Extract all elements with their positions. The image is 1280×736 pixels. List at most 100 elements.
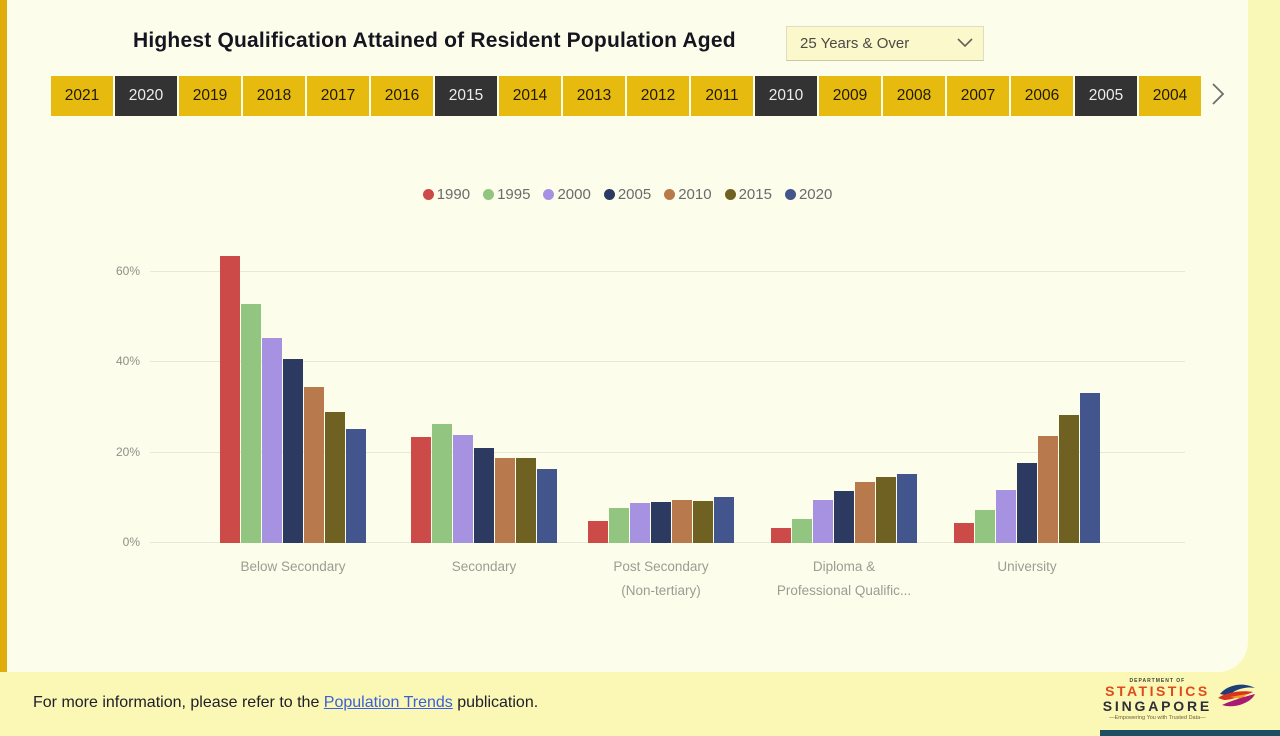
year-button-2005[interactable]: 2005 xyxy=(1075,76,1137,116)
year-button-2018[interactable]: 2018 xyxy=(243,76,305,116)
bar-2000-Post Secondary (Non-tertiary)[interactable] xyxy=(630,503,650,543)
legend-dot-icon xyxy=(724,189,736,200)
population-trends-link[interactable]: Population Trends xyxy=(323,694,453,711)
bar-1990-Secondary[interactable] xyxy=(411,436,431,543)
bar-2015-Secondary[interactable] xyxy=(516,458,536,543)
logo-statistics: STATISTICS xyxy=(1105,683,1210,699)
bar-group-University xyxy=(954,255,1100,543)
y-gridline-60% xyxy=(150,270,1185,272)
bar-2005-Post Secondary (Non-tertiary)[interactable] xyxy=(651,501,671,543)
year-button-2017[interactable]: 2017 xyxy=(307,76,369,116)
bar-2020-University[interactable] xyxy=(1080,393,1100,543)
chevron-right-icon xyxy=(1211,82,1225,111)
bar-1995-Secondary[interactable] xyxy=(432,424,452,543)
bar-1995-Below Secondary[interactable] xyxy=(241,304,261,543)
age-group-dropdown-value: 25 Years & Over xyxy=(800,35,910,52)
bar-2000-Secondary[interactable] xyxy=(453,434,473,543)
y-axis-tick-label: 0% xyxy=(122,535,140,549)
year-button-2004[interactable]: 2004 xyxy=(1139,76,1201,116)
legend-dot-icon xyxy=(483,189,495,200)
bar-2010-Diploma & Professional Qualific...[interactable] xyxy=(855,482,875,543)
chart-legend: 1990 1995 2000 2005 2010 2015 2020 xyxy=(7,186,1248,203)
bar-2010-Secondary[interactable] xyxy=(495,457,515,543)
bar-2005-Diploma & Professional Qualific...[interactable] xyxy=(834,491,854,543)
bar-2015-Diploma & Professional Qualific...[interactable] xyxy=(876,477,896,543)
bar-1995-Diploma & Professional Qualific...[interactable] xyxy=(792,518,812,543)
year-button-2021[interactable]: 2021 xyxy=(51,76,113,116)
bar-2010-University[interactable] xyxy=(1038,436,1058,543)
year-button-2020[interactable]: 2020 xyxy=(115,76,177,116)
y-axis-tick-label: 20% xyxy=(115,444,140,459)
x-axis-category-label: University xyxy=(997,559,1057,574)
legend-item-2020[interactable]: 2020 xyxy=(784,186,833,203)
y-gridline-20% xyxy=(150,451,1185,453)
bar-2005-Below Secondary[interactable] xyxy=(283,359,303,543)
bar-2000-Diploma & Professional Qualific...[interactable] xyxy=(813,500,833,543)
bar-2005-University[interactable] xyxy=(1017,463,1037,543)
bar-2015-Below Secondary[interactable] xyxy=(325,412,345,543)
year-button-2013[interactable]: 2013 xyxy=(563,76,625,116)
bar-2020-Below Secondary[interactable] xyxy=(346,428,366,543)
bar-1995-Post Secondary (Non-tertiary)[interactable] xyxy=(609,507,629,543)
bar-group-Post Secondary (Non-tertiary) xyxy=(588,255,734,543)
year-button-2011[interactable]: 2011 xyxy=(691,76,753,116)
next-years-button[interactable] xyxy=(1203,76,1233,116)
legend-item-2010[interactable]: 2010 xyxy=(664,186,712,203)
legend-item-2005[interactable]: 2005 xyxy=(603,186,651,203)
legend-dot-icon xyxy=(543,189,555,200)
y-axis-tick-label: 60% xyxy=(115,263,140,278)
dashboard-card: Highest Qualification Attained of Reside… xyxy=(7,0,1248,672)
year-button-2010[interactable]: 2010 xyxy=(755,76,817,116)
year-button-2019[interactable]: 2019 xyxy=(179,76,241,116)
legend-dot-icon xyxy=(784,189,796,200)
plot-area: 0% 20% 40% 60% Below Secondary Secondary Post … xyxy=(116,255,1185,598)
bar-1995-University[interactable] xyxy=(975,509,995,543)
x-axis-category-label: Below Secondary xyxy=(240,559,346,574)
singstat-bird-icon xyxy=(1216,681,1258,718)
year-button-2016[interactable]: 2016 xyxy=(371,76,433,116)
legend-label: 2010 xyxy=(678,186,712,203)
singstat-logo: DEPARTMENT OF STATISTICS SINGAPORE —Empo… xyxy=(1103,678,1258,721)
legend-label: 2015 xyxy=(738,186,772,203)
bar-2000-Below Secondary[interactable] xyxy=(262,337,282,543)
bar-2020-Secondary[interactable] xyxy=(537,469,557,543)
year-button-2008[interactable]: 2008 xyxy=(883,76,945,116)
bar-2020-Post Secondary (Non-tertiary)[interactable] xyxy=(714,497,734,543)
bar-1990-Post Secondary (Non-tertiary)[interactable] xyxy=(588,521,608,543)
bar-2005-Secondary[interactable] xyxy=(474,448,494,543)
footer-note: For more information, please refer to th… xyxy=(33,694,538,712)
bar-1990-Diploma & Professional Qualific...[interactable] xyxy=(771,527,791,543)
bar-1990-University[interactable] xyxy=(954,522,974,543)
bar-2020-Diploma & Professional Qualific...[interactable] xyxy=(897,473,917,543)
legend-item-1995[interactable]: 1995 xyxy=(483,186,530,203)
y-axis-tick-label: 40% xyxy=(115,354,140,369)
legend-item-2015[interactable]: 2015 xyxy=(724,186,772,203)
bar-2010-Post Secondary (Non-tertiary)[interactable] xyxy=(672,500,692,543)
legend-label: 2020 xyxy=(798,186,833,203)
bar-1990-Below Secondary[interactable] xyxy=(220,255,240,543)
year-button-2007[interactable]: 2007 xyxy=(947,76,1009,116)
year-button-2014[interactable]: 2014 xyxy=(499,76,561,116)
legend-label: 1990 xyxy=(436,186,471,203)
page-title: Highest Qualification Attained of Reside… xyxy=(133,29,736,52)
bar-group-Secondary xyxy=(411,255,557,543)
bar-2015-Post Secondary (Non-tertiary)[interactable] xyxy=(693,501,713,543)
year-button-2006[interactable]: 2006 xyxy=(1011,76,1073,116)
bar-2000-University[interactable] xyxy=(996,490,1016,543)
y-gridline-40% xyxy=(150,361,1185,363)
year-button-2012[interactable]: 2012 xyxy=(627,76,689,116)
logo-singapore: SINGAPORE xyxy=(1102,698,1212,714)
bar-2010-Below Secondary[interactable] xyxy=(304,387,324,543)
bar-2015-University[interactable] xyxy=(1059,414,1079,543)
x-axis-category-label: Secondary xyxy=(451,559,517,574)
legend-dot-icon xyxy=(422,189,434,200)
legend-item-1990[interactable]: 1990 xyxy=(422,186,471,203)
year-button-2009[interactable]: 2009 xyxy=(819,76,881,116)
year-button-2015[interactable]: 2015 xyxy=(435,76,497,116)
legend-dot-icon xyxy=(664,189,676,200)
legend-label: 2000 xyxy=(557,186,591,203)
footer-note-before: For more information, please refer to th… xyxy=(33,694,324,711)
footer: For more information, please refer to th… xyxy=(0,672,1280,736)
legend-item-2000[interactable]: 2000 xyxy=(543,186,591,203)
age-group-dropdown[interactable]: 25 Years & Over xyxy=(786,26,984,61)
